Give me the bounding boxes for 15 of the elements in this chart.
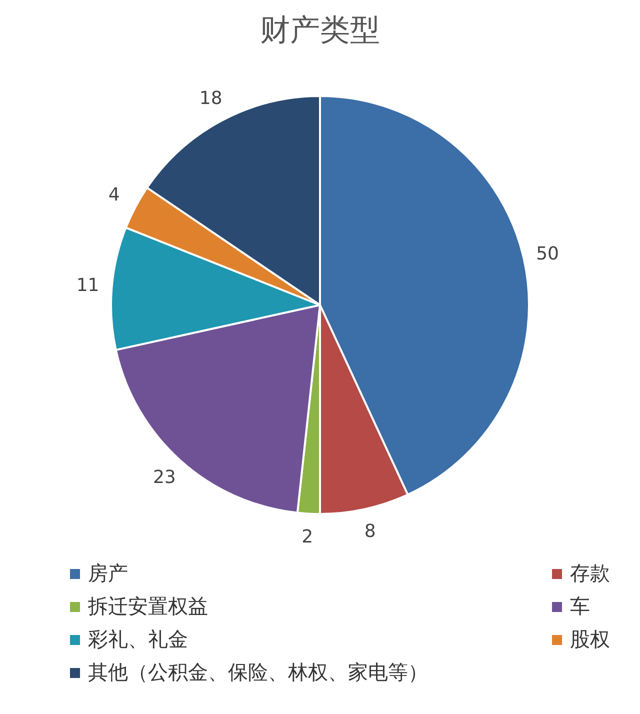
data-label: 23 <box>152 467 176 488</box>
data-label: 2 <box>302 526 314 548</box>
legend-label: 房产 <box>88 560 128 587</box>
data-label: 18 <box>199 88 222 109</box>
data-label: 4 <box>108 184 120 206</box>
legend-label: 存款 <box>570 560 610 587</box>
data-label: 50 <box>536 244 560 265</box>
chart-title: 财产类型 <box>259 12 381 50</box>
legend-label: 拆迁安置权益 <box>88 593 208 620</box>
data-label: 8 <box>364 521 376 542</box>
legend-label: 股权 <box>570 626 610 653</box>
legend-label: 车 <box>570 593 590 620</box>
legend-label: 其他（公积金、保险、林权、家电等） <box>88 659 428 686</box>
legend-label: 彩礼、礼金 <box>88 626 188 653</box>
data-label: 11 <box>76 274 100 296</box>
